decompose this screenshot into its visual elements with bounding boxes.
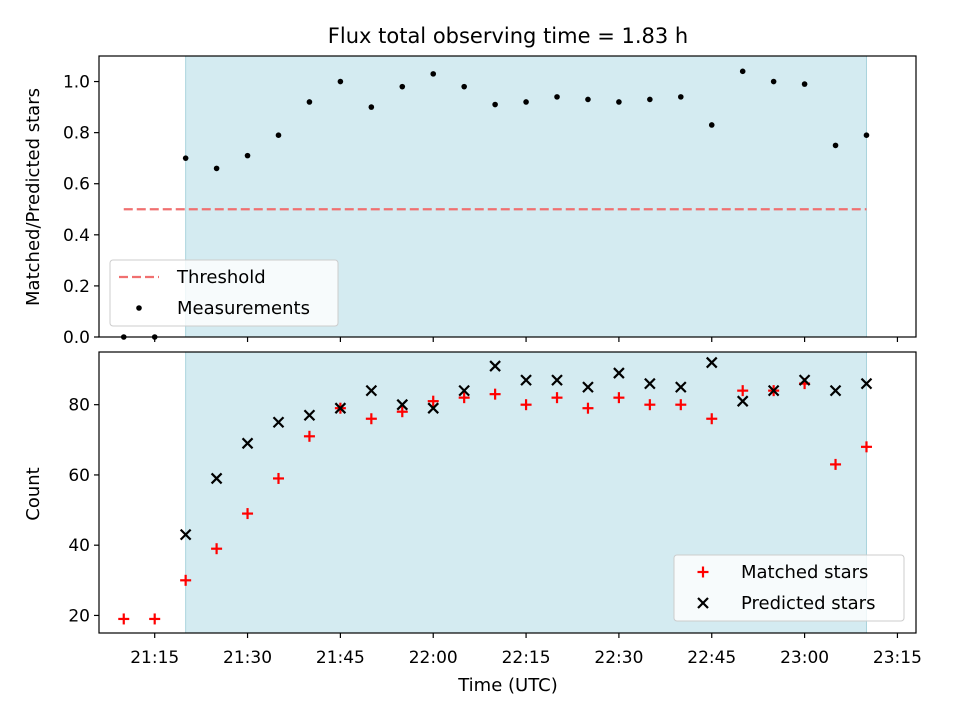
measurements-point [709,122,715,128]
measurements-point [399,84,405,90]
measurements-point [523,99,529,105]
legend: Matched stars Predicted stars [674,555,904,621]
y-tick-label: 80 [68,396,90,416]
measurements-point [461,84,467,90]
y-tick-label: 0.8 [63,124,90,144]
legend-matched-stars-label: Matched stars [741,562,868,583]
measurements-point [740,69,746,75]
count-panel: 20 40 60 80 21:15 21:30 21:45 22:00 22:15 22:30 22… [68,352,922,668]
measurements-point [245,153,251,159]
legend-measurements-label: Measurements [177,298,310,319]
measurements-point [276,132,282,138]
figure: Flux total observing time = 1.83 h Time … [0,0,960,720]
matched-stars-point [149,613,160,624]
measurements-point [338,79,344,85]
measurements-point [833,143,839,149]
measurements-point [616,99,622,105]
matched-stars-point [118,613,129,624]
measurements-point [802,81,808,87]
measurements-point [554,94,560,100]
measurements-point [678,94,684,100]
ratio-y-axis-label: Matched/Predicted stars [23,88,44,306]
measurements-point [647,97,653,103]
y-tick-label: 40 [68,536,90,556]
measurements-point [183,155,189,161]
x-tick-label: 21:15 [130,648,179,668]
measurements-point [430,71,436,77]
x-tick-label: 22:15 [502,648,551,668]
legend: Threshold Measurements [110,260,338,326]
y-tick-label: 1.0 [63,73,90,93]
x-tick-label: 22:45 [687,648,736,668]
legend-threshold-label: Threshold [176,267,266,288]
x-tick-label: 22:00 [409,648,458,668]
legend-measurements-swatch [136,305,142,311]
x-tick-label: 23:15 [873,648,922,668]
y-tick-label: 0.4 [63,226,90,246]
measurements-point [585,97,591,103]
chart-title: Flux total observing time = 1.83 h [328,24,688,48]
measurements-point [307,99,313,105]
measurements-point [369,104,375,110]
x-tick-label: 23:00 [780,648,829,668]
measurements-point [214,166,220,172]
y-tick-label: 0.2 [63,277,90,297]
legend-predicted-stars-label: Predicted stars [741,593,875,614]
measurements-point [492,102,498,108]
x-tick-label: 21:45 [316,648,365,668]
count-y-axis-label: Count [23,467,44,520]
x-axis-label: Time (UTC) [457,675,558,696]
y-tick-label: 0.6 [63,175,90,195]
y-tick-label: 0.0 [63,328,90,348]
x-tick-label: 21:30 [223,648,272,668]
measurements-point [771,79,777,85]
y-tick-label: 20 [68,606,90,626]
x-tick-label: 22:30 [594,648,643,668]
measurements-point [864,132,870,138]
y-tick-label: 60 [68,466,90,486]
ratio-panel: 0.0 0.2 0.4 0.6 0.8 1.0 Threshold Measurements [63,56,916,348]
